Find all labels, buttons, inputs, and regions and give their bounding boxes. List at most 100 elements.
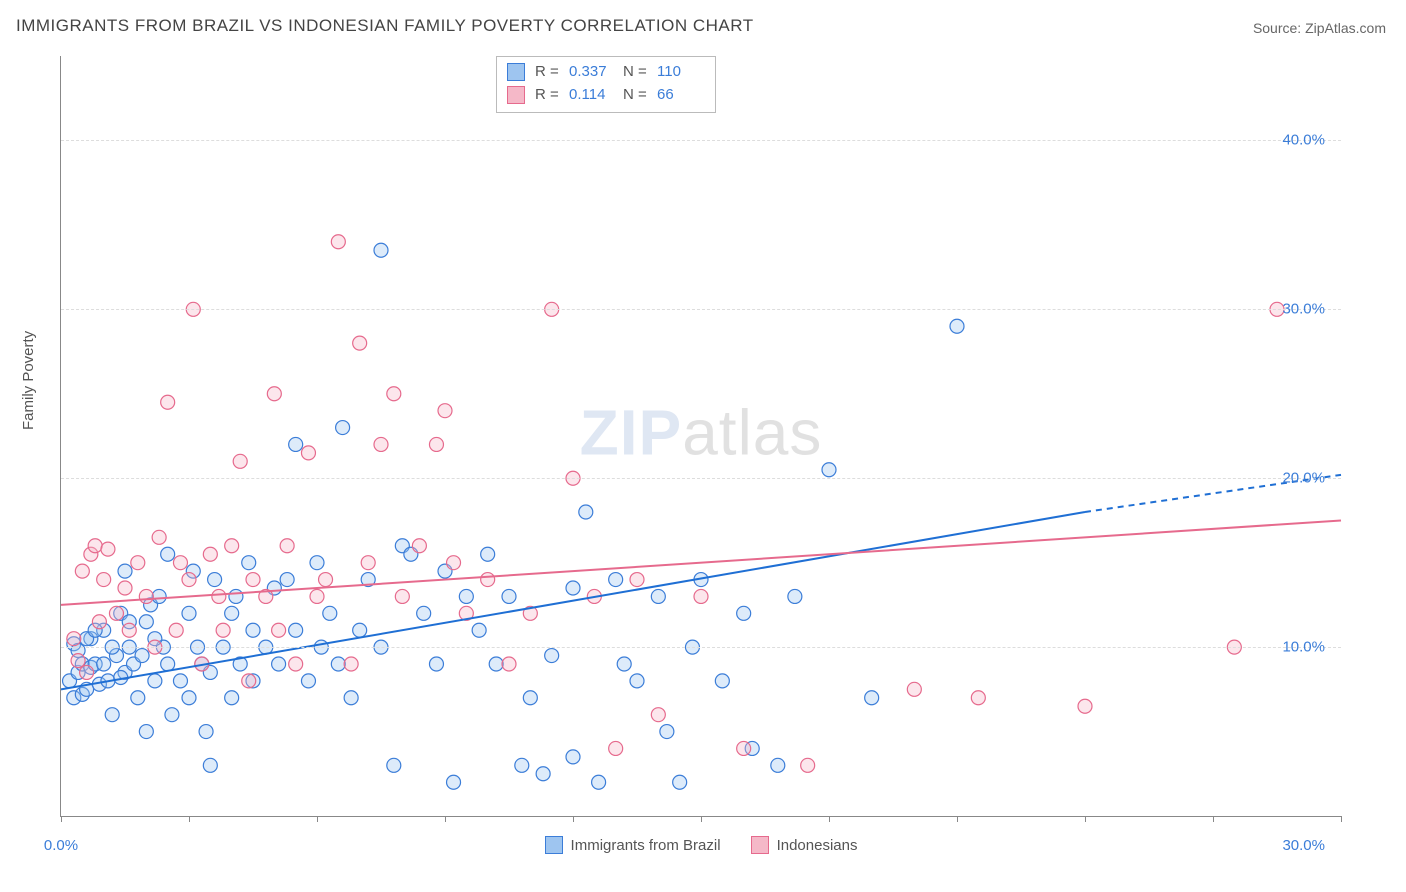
scatter-point: [412, 539, 426, 553]
scatter-point: [135, 649, 149, 663]
scatter-point: [169, 623, 183, 637]
scatter-point: [651, 708, 665, 722]
y-axis-label: Family Poverty: [20, 331, 37, 430]
scatter-point: [630, 573, 644, 587]
scatter-point: [438, 404, 452, 418]
scatter-point: [173, 674, 187, 688]
scatter-point: [199, 725, 213, 739]
scatter-point: [694, 589, 708, 603]
y-tick-label: 20.0%: [1282, 470, 1325, 487]
x-tick: [445, 816, 446, 822]
legend-label-brazil: Immigrants from Brazil: [571, 837, 721, 854]
legend-item-brazil: Immigrants from Brazil: [545, 836, 721, 854]
scatter-point: [161, 657, 175, 671]
scatter-point: [737, 606, 751, 620]
scatter-point: [387, 758, 401, 772]
n-value-indonesian: 66: [657, 84, 701, 107]
scatter-point: [267, 387, 281, 401]
scatter-point: [788, 589, 802, 603]
scatter-point: [310, 556, 324, 570]
swatch-brazil: [545, 836, 563, 854]
x-tick: [957, 816, 958, 822]
scatter-point: [374, 437, 388, 451]
scatter-point: [289, 623, 303, 637]
scatter-point: [865, 691, 879, 705]
scatter-point: [71, 654, 85, 668]
scatter-point: [447, 556, 461, 570]
scatter-point: [203, 758, 217, 772]
scatter-point: [173, 556, 187, 570]
scatter-point: [118, 564, 132, 578]
x-tick: [1085, 816, 1086, 822]
scatter-point: [336, 421, 350, 435]
scatter-point: [97, 573, 111, 587]
scatter-point: [429, 657, 443, 671]
y-tick-label: 30.0%: [1282, 301, 1325, 318]
x-end-label: 30.0%: [1282, 837, 1325, 854]
scatter-point: [280, 573, 294, 587]
scatter-point: [617, 657, 631, 671]
scatter-point: [225, 606, 239, 620]
scatter-point: [161, 395, 175, 409]
scatter-point: [481, 573, 495, 587]
stats-legend-box: R = 0.337 N = 110 R = 0.114 N = 66: [496, 56, 716, 113]
scatter-point: [609, 573, 623, 587]
scatter-point: [182, 573, 196, 587]
chart-title: IMMIGRANTS FROM BRAZIL VS INDONESIAN FAM…: [16, 16, 754, 36]
gridline: [61, 140, 1341, 141]
scatter-point: [139, 589, 153, 603]
scatter-point: [212, 589, 226, 603]
scatter-point: [822, 463, 836, 477]
scatter-point: [801, 758, 815, 772]
scatter-point: [216, 623, 230, 637]
scatter-svg: [61, 56, 1341, 816]
scatter-point: [907, 682, 921, 696]
scatter-point: [609, 741, 623, 755]
gridline: [61, 309, 1341, 310]
scatter-point: [75, 564, 89, 578]
swatch-indonesian: [751, 836, 769, 854]
scatter-point: [387, 387, 401, 401]
scatter-point: [242, 674, 256, 688]
y-tick-label: 40.0%: [1282, 132, 1325, 149]
scatter-point: [344, 691, 358, 705]
scatter-point: [152, 530, 166, 544]
scatter-point: [272, 657, 286, 671]
scatter-point: [182, 691, 196, 705]
bottom-legend: Immigrants from Brazil Indonesians: [61, 836, 1341, 854]
n-value-brazil: 110: [657, 61, 701, 84]
scatter-point: [630, 674, 644, 688]
scatter-point: [67, 632, 81, 646]
scatter-point: [374, 243, 388, 257]
scatter-point: [80, 665, 94, 679]
scatter-point: [152, 589, 166, 603]
scatter-point: [579, 505, 593, 519]
scatter-point: [523, 691, 537, 705]
scatter-point: [660, 725, 674, 739]
gridline: [61, 647, 1341, 648]
scatter-point: [131, 556, 145, 570]
scatter-point: [246, 623, 260, 637]
scatter-point: [536, 767, 550, 781]
x-start-label: 0.0%: [44, 837, 78, 854]
scatter-point: [361, 556, 375, 570]
plot-area: ZIPatlas R = 0.337 N = 110 R = 0.114 N =…: [60, 56, 1341, 817]
legend-item-indonesian: Indonesians: [751, 836, 858, 854]
scatter-point: [208, 573, 222, 587]
scatter-point: [139, 615, 153, 629]
scatter-point: [353, 623, 367, 637]
r-label: R =: [535, 61, 559, 84]
scatter-point: [429, 437, 443, 451]
scatter-point: [502, 657, 516, 671]
scatter-point: [459, 589, 473, 603]
scatter-point: [289, 437, 303, 451]
swatch-brazil: [507, 63, 525, 81]
scatter-point: [148, 674, 162, 688]
scatter-point: [1078, 699, 1092, 713]
scatter-point: [131, 691, 145, 705]
scatter-point: [331, 657, 345, 671]
scatter-point: [502, 589, 516, 603]
x-tick: [1341, 816, 1342, 822]
n-label: N =: [623, 84, 647, 107]
scatter-point: [139, 725, 153, 739]
